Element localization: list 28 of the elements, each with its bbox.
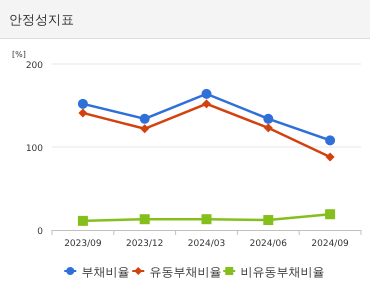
y-tick-label: 200 bbox=[26, 61, 44, 71]
x-tick-label: 2023/09 bbox=[64, 239, 102, 249]
point bbox=[202, 99, 211, 108]
point bbox=[325, 209, 336, 220]
chart-title: 안정성지표 bbox=[9, 13, 74, 28]
point bbox=[264, 123, 273, 132]
point bbox=[202, 214, 212, 224]
y-tick-label: 0 bbox=[37, 227, 44, 237]
y-tick-label: 100 bbox=[26, 144, 44, 154]
point bbox=[263, 215, 274, 226]
point bbox=[140, 124, 150, 134]
point bbox=[325, 135, 336, 146]
legend-label: 비유동부채비율 bbox=[240, 265, 324, 279]
point bbox=[140, 214, 150, 224]
y-axis-title: [%] bbox=[12, 50, 26, 59]
point bbox=[263, 114, 274, 124]
point bbox=[78, 108, 88, 118]
point bbox=[78, 216, 88, 226]
point bbox=[326, 152, 335, 162]
legend-label: 유동부채비율 bbox=[149, 265, 222, 279]
x-tick-label: 2023/12 bbox=[126, 239, 164, 249]
x-tick-label: 2024/03 bbox=[188, 239, 226, 249]
legend-label: 부채비율 bbox=[81, 265, 130, 279]
point bbox=[202, 88, 212, 99]
point bbox=[78, 98, 88, 109]
point bbox=[140, 114, 150, 124]
x-tick-label: 2024/09 bbox=[311, 239, 350, 249]
x-tick-label: 2024/06 bbox=[250, 239, 288, 249]
